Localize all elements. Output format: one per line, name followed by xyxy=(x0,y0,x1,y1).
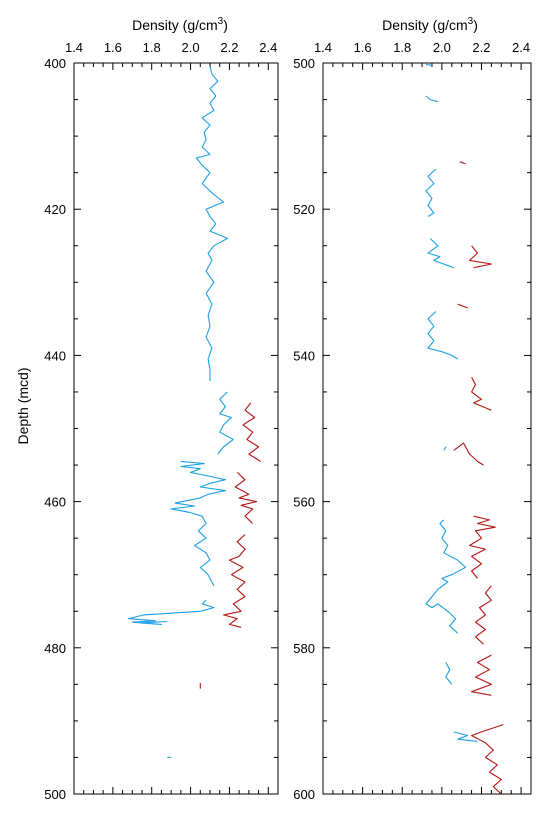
y-tick-label: 500 xyxy=(293,56,315,71)
blue-density-line xyxy=(427,311,458,360)
right-plot-frame xyxy=(322,62,532,795)
right-panel: Density (g/cm3) 1.4 1.6 1.8 2.0 2.2 2.4 500 520… xyxy=(293,16,532,802)
left-panel: Density (g/cm3) Depth (mcd) 1.4 1.6 1.8 2.0… xyxy=(15,16,279,802)
y-tick-label: 500 xyxy=(44,787,66,802)
red-density-line xyxy=(474,585,492,645)
red-density-line xyxy=(471,724,504,795)
red-density-line xyxy=(242,402,261,462)
red-density-line xyxy=(453,442,484,466)
red-density-line xyxy=(457,303,468,309)
blue-density-line xyxy=(425,63,433,66)
blue-density-line xyxy=(425,95,439,103)
red-density-line xyxy=(471,654,492,696)
y-tick-label: 560 xyxy=(293,495,315,510)
red-density-line xyxy=(469,245,492,269)
red-density-line xyxy=(223,534,246,628)
right-series xyxy=(425,63,504,795)
x-tick-label: 2.4 xyxy=(259,40,277,55)
blue-density-line xyxy=(445,662,453,685)
y-tick-label: 480 xyxy=(44,641,66,656)
right-ticks: 1.4 1.6 1.8 2.0 2.2 2.4 500 520 540 560 580 600 xyxy=(293,40,532,802)
y-tick-label: 580 xyxy=(293,641,315,656)
y-tick-label: 540 xyxy=(293,348,315,363)
blue-density-line xyxy=(127,599,215,625)
y-tick-label: 460 xyxy=(44,495,66,510)
y-tick-label: 520 xyxy=(293,202,315,217)
red-density-line xyxy=(459,161,466,165)
left-ticks: 1.4 1.6 1.8 2.0 2.2 2.4 400 420 440 460 480 500 xyxy=(44,40,279,802)
y-axis-title: Depth (mcd) xyxy=(15,367,31,444)
blue-density-line xyxy=(453,731,478,742)
red-density-line xyxy=(469,515,496,579)
blue-density-line xyxy=(425,168,437,217)
x-tick-label: 2.2 xyxy=(472,40,490,55)
x-tick-label: 1.6 xyxy=(354,40,372,55)
x-tick-label: 2.0 xyxy=(182,40,200,55)
left-series xyxy=(127,66,261,795)
y-tick-label: 440 xyxy=(44,348,66,363)
x-tick-label: 2.0 xyxy=(433,40,451,55)
blue-density-line xyxy=(427,237,454,269)
red-density-line xyxy=(234,471,258,524)
x-tick-label: 1.8 xyxy=(143,40,161,55)
x-tick-label: 1.8 xyxy=(393,40,411,55)
x-tick-label: 1.4 xyxy=(65,40,83,55)
blue-density-line xyxy=(443,446,447,451)
left-plot-frame xyxy=(73,62,279,795)
x-tick-label: 2.4 xyxy=(512,40,530,55)
blue-density-line xyxy=(195,66,229,381)
y-tick-label: 420 xyxy=(44,202,66,217)
blue-density-line xyxy=(217,391,234,455)
y-tick-label: 600 xyxy=(293,787,315,802)
red-density-line xyxy=(471,377,492,411)
right-x-axis-title: Density (g/cm3) xyxy=(382,16,478,33)
blue-density-line xyxy=(170,460,227,586)
x-tick-label: 1.6 xyxy=(104,40,122,55)
x-tick-label: 2.2 xyxy=(220,40,238,55)
left-x-axis-title: Density (g/cm3) xyxy=(132,16,228,33)
y-tick-label: 400 xyxy=(44,56,66,71)
blue-density-line xyxy=(425,519,467,634)
x-tick-label: 1.4 xyxy=(314,40,332,55)
